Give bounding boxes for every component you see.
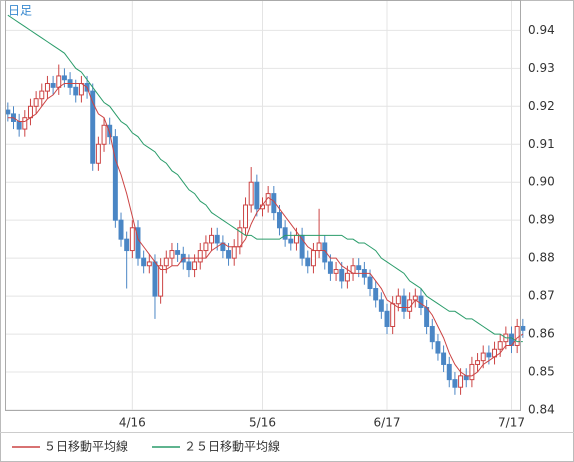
candle-body (378, 299, 384, 312)
candle-body (203, 242, 209, 252)
candle-body (446, 363, 452, 381)
candle-body (95, 143, 101, 164)
candle-body (390, 303, 396, 327)
candle-body (486, 352, 492, 358)
candle-body (129, 227, 135, 252)
candle-body (248, 181, 254, 206)
candle-body (458, 375, 464, 388)
candle-body (254, 181, 260, 210)
candle-body (192, 261, 198, 271)
legend-label: ２５日移動平均線 (184, 439, 280, 454)
moving-average-line (7, 83, 524, 377)
candle-body (344, 272, 350, 282)
candle-body (163, 257, 169, 267)
y-tick-label: 0.93 (528, 61, 555, 75)
candle-body (424, 307, 430, 327)
moving-average-line (7, 14, 523, 343)
candle-body (367, 276, 373, 290)
x-tick-label: 5/16 (249, 416, 276, 430)
candle-body (401, 295, 407, 312)
candle-body (209, 234, 215, 244)
y-tick-label: 0.86 (528, 327, 555, 341)
candle-body (435, 341, 441, 354)
candle-body (520, 325, 526, 331)
x-tick-label: 6/17 (374, 416, 401, 430)
candle-body (327, 261, 333, 274)
x-tick-label: 7/17 (498, 416, 525, 430)
candle-body (384, 310, 390, 327)
candle-body (356, 265, 362, 271)
candle-body (146, 261, 152, 267)
candle-body (282, 227, 288, 240)
y-tick-label: 0.87 (528, 289, 555, 303)
y-tick-label: 0.92 (528, 99, 555, 113)
y-tick-label: 0.89 (528, 213, 555, 227)
candle-body (226, 250, 232, 259)
candle-body (480, 352, 486, 362)
candle-body (50, 83, 56, 88)
candle-body (90, 90, 96, 164)
candle-body (310, 250, 316, 267)
candle-body (214, 234, 220, 244)
legend-label: ５日移動平均線 (44, 439, 128, 454)
y-tick-label: 0.85 (528, 365, 555, 379)
candle-body (293, 234, 299, 244)
candle-body (497, 341, 503, 350)
candle-body (288, 238, 294, 244)
candle-body (175, 250, 181, 255)
candle-body (124, 238, 130, 252)
candle-body (73, 86, 79, 96)
candle-body (27, 105, 33, 119)
candle-body (373, 288, 379, 301)
candle-body (33, 98, 39, 107)
candle-body (112, 136, 118, 221)
candle-body (78, 83, 84, 96)
candle-body (152, 261, 158, 297)
y-tick-label: 0.88 (528, 251, 555, 265)
y-tick-label: 0.91 (528, 137, 555, 151)
candle-body (339, 269, 345, 282)
candle-body (469, 363, 475, 381)
y-tick-label: 0.94 (528, 23, 555, 37)
candle-body (463, 375, 469, 381)
plot-border (5, 0, 521, 411)
y-tick-label: 0.84 (528, 403, 555, 417)
candle-body (514, 325, 520, 346)
candle-body (186, 261, 192, 271)
candle-body (61, 75, 67, 81)
candle-body (316, 242, 322, 252)
candle-body (169, 250, 175, 259)
candle-body (395, 295, 401, 305)
candle-body (158, 265, 164, 297)
candle-body (16, 120, 22, 130)
candle-body (231, 246, 237, 259)
candle-body (22, 117, 28, 130)
candle-body (101, 124, 107, 145)
candle-body (5, 109, 11, 115)
y-tick-label: 0.90 (528, 175, 555, 189)
candle-body (44, 83, 50, 92)
x-tick-label: 4/16 (119, 416, 146, 430)
candle-body (429, 325, 435, 343)
candle-body (107, 124, 113, 138)
candle-body (197, 250, 203, 263)
candle-body (243, 204, 249, 229)
candle-body (333, 269, 339, 274)
candle-body (305, 257, 311, 267)
candle-body (418, 295, 424, 309)
candle-body (475, 360, 481, 365)
chart-label: 日足 (8, 4, 32, 18)
candle-body (118, 219, 124, 240)
candle-body (135, 227, 141, 259)
candle-body (39, 90, 45, 100)
candle-body (276, 212, 282, 229)
candle-body (141, 257, 147, 267)
candle-body (441, 352, 447, 365)
candle-body (56, 75, 62, 88)
candle-body (452, 379, 458, 388)
